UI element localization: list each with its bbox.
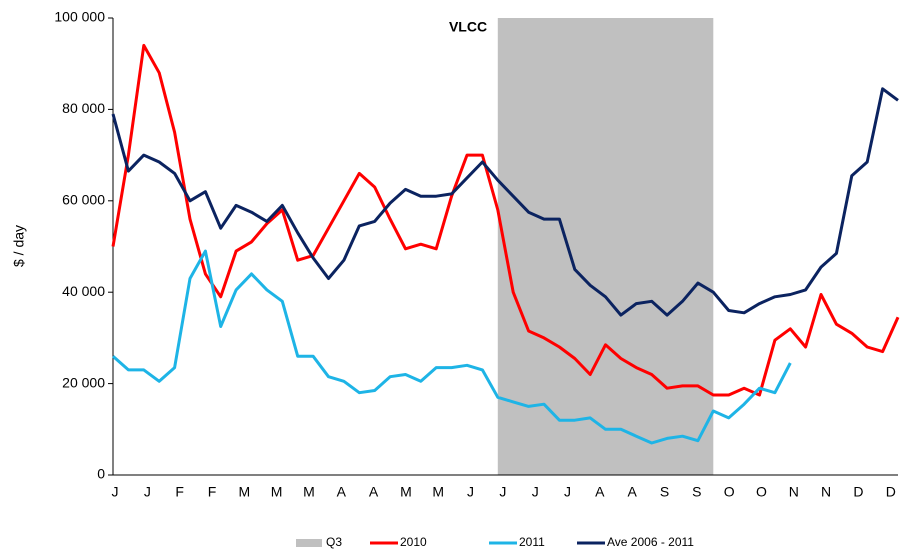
x-tick-label: A (369, 484, 379, 500)
legend-swatch (296, 539, 322, 547)
x-tick-label: J (112, 484, 119, 500)
x-tick-label: D (853, 484, 863, 500)
x-tick-label: A (337, 484, 347, 500)
x-tick-label: M (400, 484, 412, 500)
x-tick-label: N (789, 484, 799, 500)
legend-label: 2010 (400, 535, 427, 549)
x-tick-label: D (886, 484, 896, 500)
x-tick-label: S (660, 484, 669, 500)
x-tick-label: F (208, 484, 217, 500)
x-tick-label: J (564, 484, 571, 500)
shaded-band (497, 18, 714, 475)
x-tick-label: M (238, 484, 250, 500)
legend-label: 2011 (519, 535, 545, 549)
line-series (111, 43, 900, 397)
x-tick-label: J (532, 484, 539, 500)
x-tick-label: A (595, 484, 605, 500)
y-axis-label: $ / day (11, 225, 27, 267)
x-tick-label: J (499, 484, 506, 500)
x-tick-label: J (144, 484, 151, 500)
x-tick-label: A (628, 484, 638, 500)
x-tick-label: M (432, 484, 444, 500)
line-series (111, 87, 899, 317)
legend-label: Ave 2006 - 2011 (607, 535, 694, 549)
x-tick-label: O (724, 484, 735, 500)
y-tick-label: 0 (97, 466, 105, 482)
y-tick-label: 40 000 (62, 283, 105, 299)
legend-label: Q3 (326, 535, 342, 549)
line-series (112, 249, 792, 445)
y-tick-label: 60 000 (62, 192, 105, 208)
y-tick-label: 20 000 (62, 374, 105, 390)
x-tick-label: O (756, 484, 767, 500)
x-tick-label: F (175, 484, 184, 500)
x-tick-label: J (467, 484, 474, 500)
x-tick-label: N (821, 484, 831, 500)
annotation: VLCC (449, 19, 487, 35)
x-tick-label: M (271, 484, 283, 500)
y-tick-label: 100 000 (54, 9, 105, 25)
x-tick-label: S (692, 484, 701, 500)
y-tick-label: 80 000 (62, 100, 105, 116)
x-tick-label: M (303, 484, 315, 500)
